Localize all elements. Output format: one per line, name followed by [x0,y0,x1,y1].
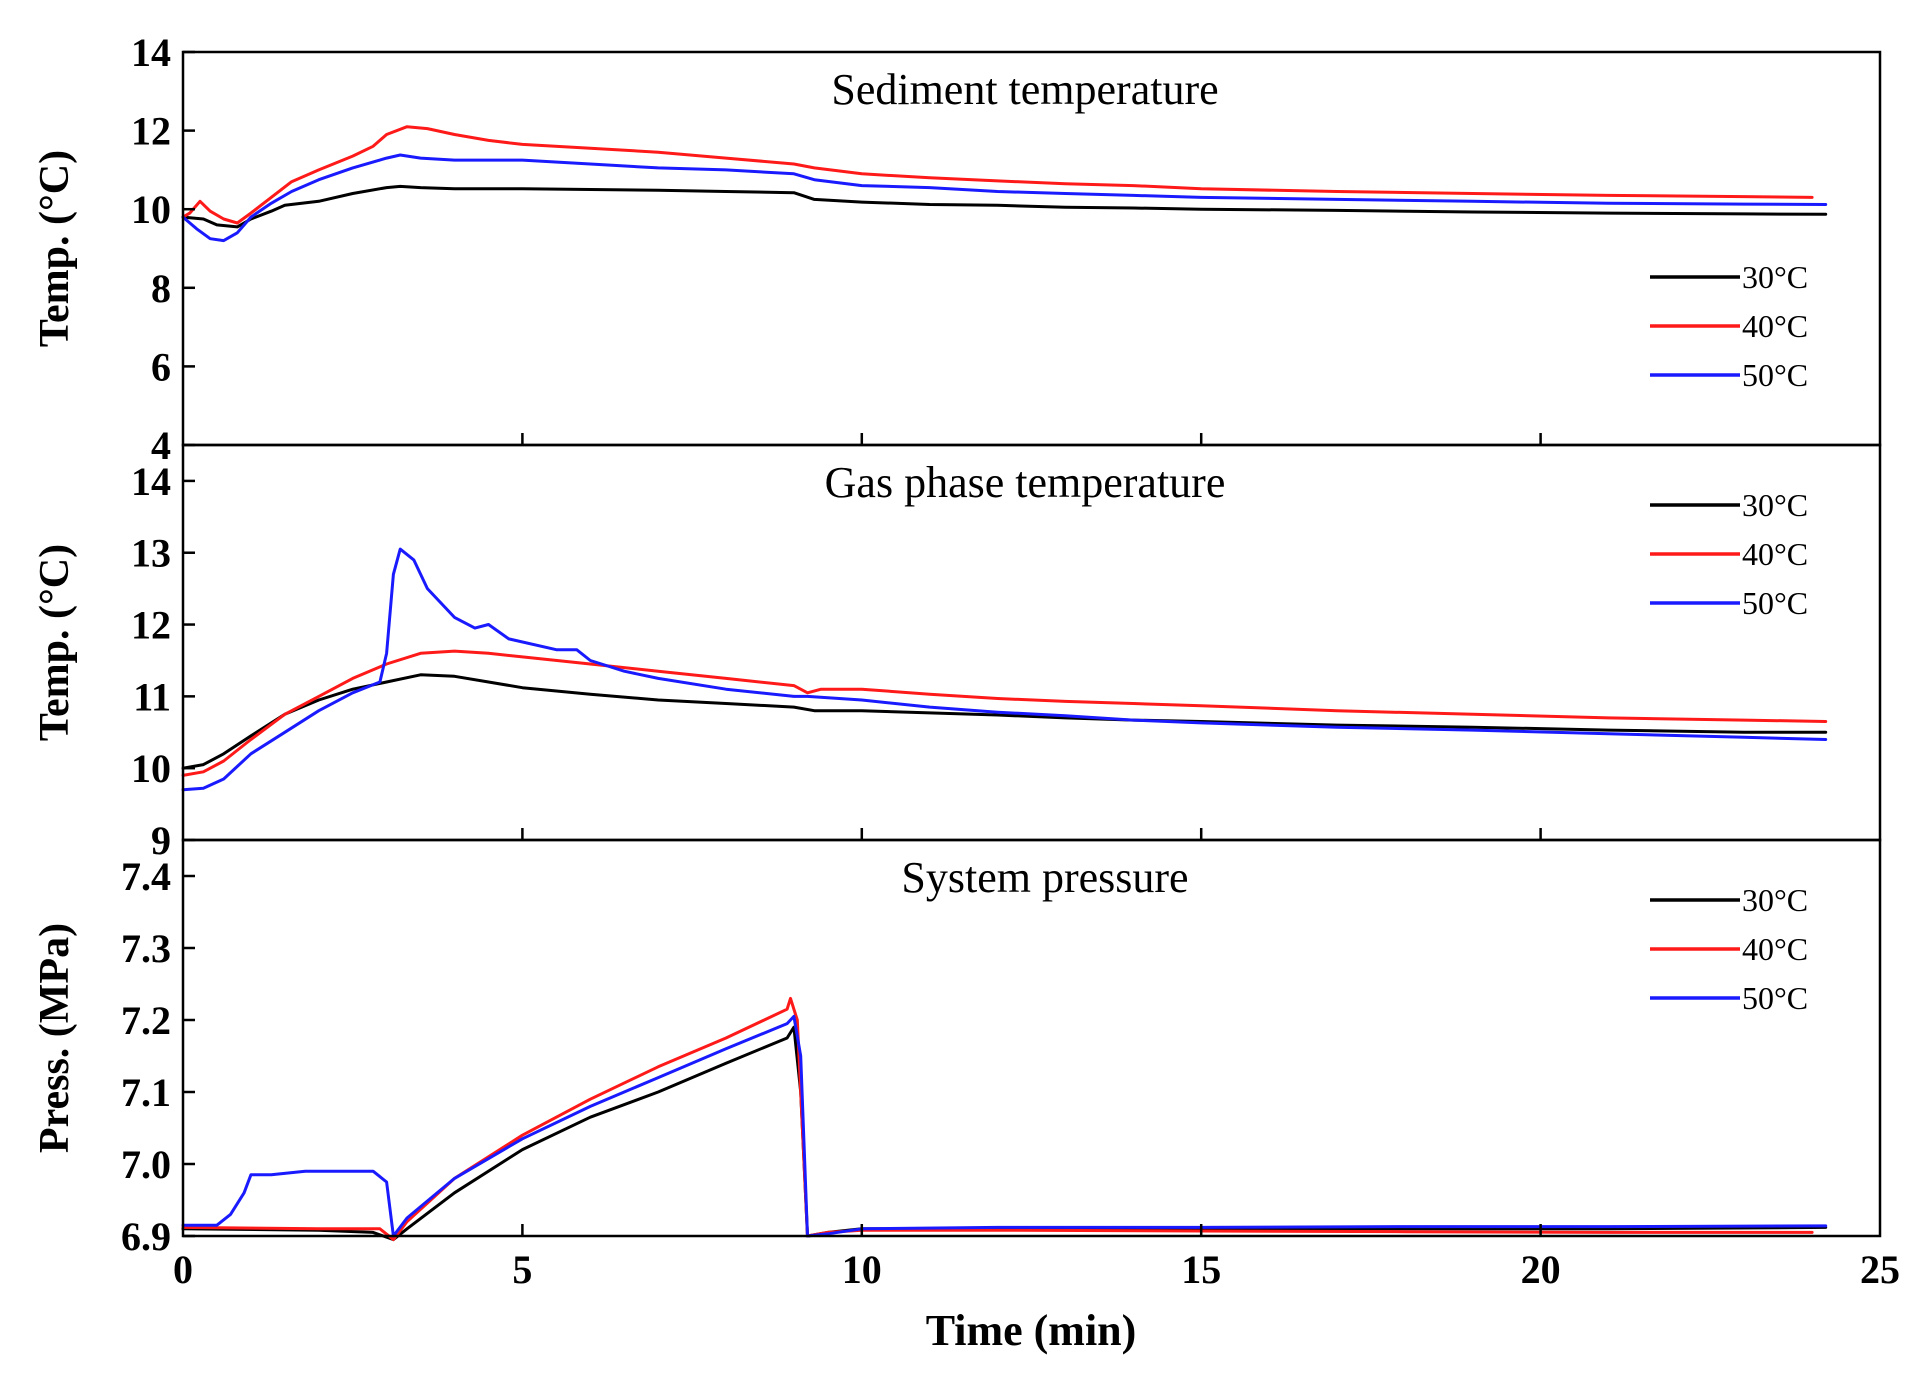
y-tick-label: 7.0 [121,1142,171,1187]
x-tick-label: 10 [842,1247,882,1292]
panel-title: Gas phase temperature [825,458,1226,507]
panel-title: System pressure [901,853,1188,902]
x-tick-label: 20 [1521,1247,1561,1292]
y-tick-label: 10 [131,187,171,232]
y-tick-label: 8 [151,266,171,311]
legend-label: 30°C [1742,487,1808,523]
y-tick-label: 7.2 [121,998,171,1043]
x-tick-label: 15 [1181,1247,1221,1292]
x-tick-label: 0 [173,1247,193,1292]
legend-label: 30°C [1742,882,1808,918]
legend-label: 40°C [1742,308,1808,344]
series-line-40c [181,996,1814,1242]
y-tick-label: 4 [151,423,171,468]
y-axis-title: Press. (MPa) [32,923,78,1153]
y-tick-label: 11 [133,674,171,719]
x-axis-title: Time (min) [926,1306,1137,1355]
series-line-50c [181,1014,1828,1238]
y-tick-label: 14 [131,459,171,504]
series-line-30c [181,673,1828,770]
y-tick-label: 6.9 [121,1214,171,1259]
legend-label: 50°C [1742,585,1808,621]
legend-label: 40°C [1742,931,1808,967]
series-line-30c [181,184,1828,229]
series-line-30c [181,1025,1828,1242]
legend-label: 40°C [1742,536,1808,572]
y-tick-label: 7.3 [121,926,171,971]
x-tick-label: 25 [1860,1247,1900,1292]
y-tick-label: 14 [131,30,171,75]
y-tick-label: 12 [131,603,171,648]
legend-label: 50°C [1742,980,1808,1016]
y-tick-label: 12 [131,109,171,154]
series-line-50c [181,547,1828,792]
y-tick-label: 6 [151,344,171,389]
y-tick-label: 7.4 [121,854,171,899]
panel-frame [181,838,1882,1238]
y-tick-label: 9 [151,818,171,863]
y-axis-title: Temp. (°C) [32,544,78,741]
legend-label: 30°C [1742,259,1808,295]
y-axis-title: Temp. (°C) [32,150,78,347]
y-tick-label: 10 [131,746,171,791]
series-line-40c [181,125,1814,225]
y-tick-label: 13 [131,531,171,576]
y-tick-label: 7.1 [121,1070,171,1115]
series-line-40c [181,649,1828,777]
panel-title: Sediment temperature [831,65,1218,114]
x-tick-label: 5 [512,1247,532,1292]
legend-label: 50°C [1742,357,1808,393]
series-line-50c [181,153,1828,243]
